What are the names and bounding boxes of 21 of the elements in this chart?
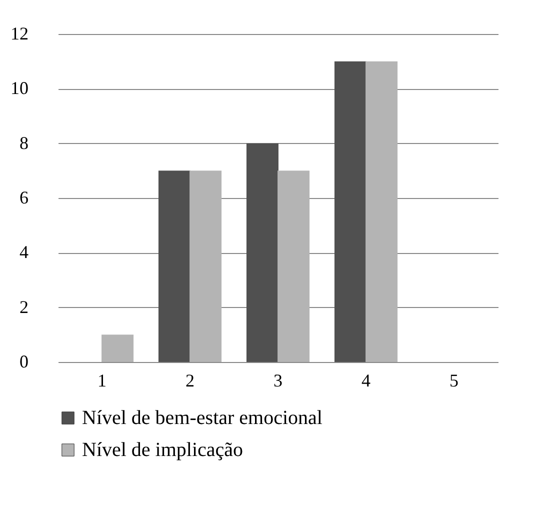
bar bbox=[366, 61, 398, 362]
bar bbox=[158, 170, 190, 362]
y-tick-label: 10 bbox=[10, 78, 28, 98]
bar bbox=[334, 61, 366, 362]
x-tick-label: 1 bbox=[98, 370, 106, 390]
y-tick-label: 12 bbox=[10, 24, 28, 44]
bar bbox=[102, 334, 134, 362]
legend-label: Nível de implicação bbox=[82, 439, 244, 461]
bar bbox=[246, 143, 278, 362]
y-tick-label: 0 bbox=[20, 352, 28, 372]
y-tick-label: 2 bbox=[20, 296, 28, 317]
legend-label: Nível de bem-estar emocional bbox=[82, 407, 323, 429]
x-tick-label: 5 bbox=[450, 370, 458, 390]
x-tick-label: 4 bbox=[362, 370, 370, 390]
y-tick-label: 4 bbox=[20, 242, 28, 262]
bar bbox=[278, 170, 310, 362]
y-tick-label: 6 bbox=[20, 188, 28, 208]
x-tick-label: 2 bbox=[186, 370, 194, 390]
bar bbox=[190, 170, 222, 362]
y-tick-label: 8 bbox=[20, 132, 28, 153]
x-tick-label: 3 bbox=[274, 370, 282, 390]
